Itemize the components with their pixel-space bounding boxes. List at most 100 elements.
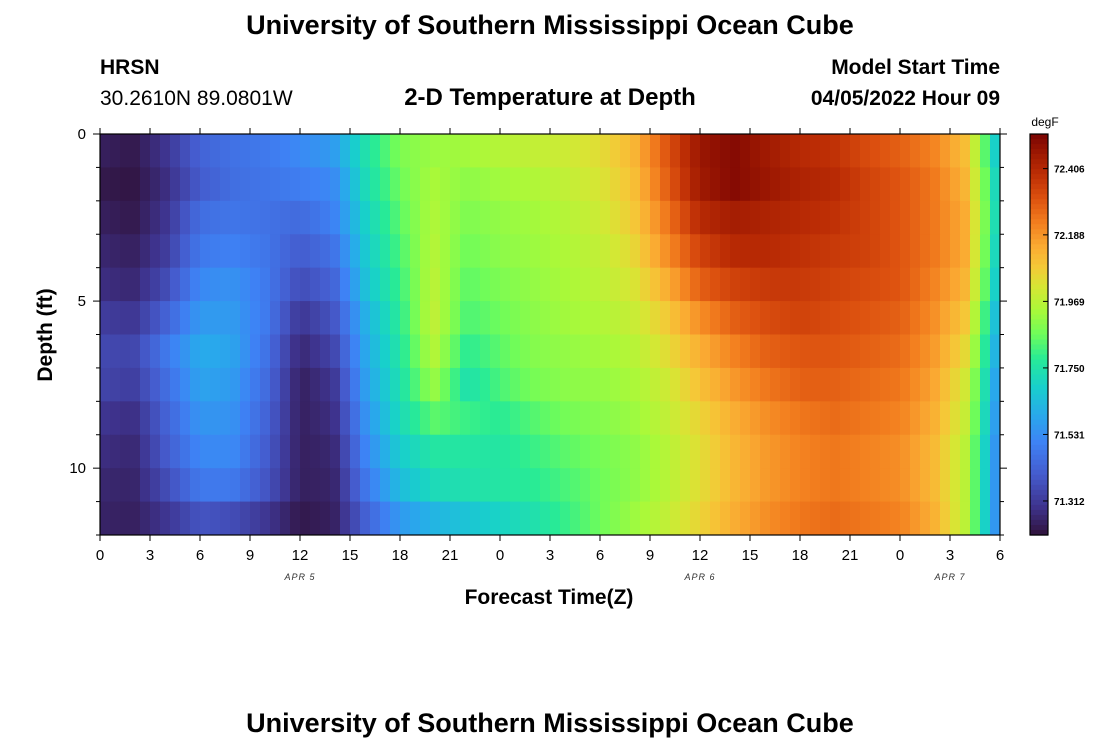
heatmap-cell [770, 501, 781, 535]
colorbar-segment [1030, 269, 1048, 275]
heatmap-cell [350, 367, 361, 402]
colorbar-segment [1030, 194, 1048, 200]
heatmap-cell [640, 134, 651, 169]
heatmap-cell [770, 167, 781, 202]
heatmap-cell [560, 401, 571, 436]
heatmap-cell [460, 367, 471, 402]
heatmap-cell [530, 301, 541, 336]
footer-title: University of Southern Mississippi Ocean… [246, 708, 854, 738]
heatmap-cell [200, 367, 211, 402]
heatmap-cell [260, 167, 271, 202]
colorbar-segment [1030, 189, 1048, 195]
heatmap-cell [360, 334, 371, 369]
heatmap-cell [720, 301, 731, 336]
heatmap-cell [170, 401, 181, 436]
heatmap-cell [360, 134, 371, 169]
heatmap-cell [430, 301, 441, 336]
heatmap-cell [270, 401, 281, 436]
heatmap-cell [820, 468, 831, 503]
heatmap-cell [570, 134, 581, 169]
heatmap-cell [960, 301, 971, 336]
x-tick-label: 21 [442, 547, 459, 564]
heatmap-cell [520, 468, 531, 503]
heatmap-cell [930, 468, 941, 503]
heatmap-cell [720, 234, 731, 269]
heatmap-cell [850, 434, 861, 469]
heatmap-cell [580, 134, 591, 169]
colorbar-segment [1030, 364, 1048, 371]
station-code: HRSN [100, 56, 160, 79]
heatmap-cell [530, 267, 541, 302]
heatmap-cell [230, 334, 241, 369]
heatmap-cell [520, 401, 531, 436]
heatmap-cell [740, 334, 751, 369]
heatmap-cell [990, 501, 1000, 535]
heatmap-cell [370, 200, 381, 235]
heatmap-cell [510, 301, 521, 336]
heatmap-cell [620, 501, 631, 535]
heatmap-cell [320, 367, 331, 402]
heatmap-cell [560, 434, 571, 469]
heatmap-cell [480, 334, 491, 369]
heatmap-cell [610, 267, 621, 302]
heatmap-cell [700, 468, 711, 503]
heatmap-cell [910, 401, 921, 436]
heatmap-cell [310, 334, 321, 369]
heatmap-cell [510, 501, 521, 535]
heatmap-cell [530, 401, 541, 436]
heatmap-cell [430, 134, 441, 169]
heatmap-cell [830, 468, 841, 503]
heatmap-cell [500, 434, 511, 469]
heatmap-cell [880, 334, 891, 369]
heatmap-cell [700, 134, 711, 169]
heatmap-cell [940, 134, 951, 169]
colorbar-segment [1030, 419, 1048, 426]
heatmap-cell [300, 267, 311, 302]
heatmap-cell [820, 200, 831, 235]
heatmap-cell [990, 401, 1000, 436]
heatmap-cell [910, 334, 921, 369]
heatmap-cell [670, 468, 681, 503]
heatmap-cell [330, 134, 341, 169]
heatmap-cell [950, 234, 961, 269]
heatmap-cell [690, 267, 701, 302]
heatmap-cell [420, 367, 431, 402]
heatmap-cell [140, 134, 151, 169]
heatmap-cell [760, 234, 771, 269]
heatmap-cell [870, 367, 881, 402]
colorbar-segment [1030, 374, 1048, 381]
heatmap-cell [290, 167, 301, 202]
heatmap-cell [660, 401, 671, 436]
heatmap-cell [600, 468, 611, 503]
heatmap-cell [410, 434, 421, 469]
heatmap-cell [370, 134, 381, 169]
heatmap-cell [980, 301, 991, 336]
heatmap-cell [670, 200, 681, 235]
heatmap-cell [890, 334, 901, 369]
heatmap-cell [710, 468, 721, 503]
heatmap-cell [320, 167, 331, 202]
heatmap-cell [170, 134, 181, 169]
heatmap-cell [970, 434, 981, 469]
heatmap-cell [130, 367, 141, 402]
colorbar-segment [1030, 284, 1048, 290]
heatmap-cell [140, 501, 151, 535]
heatmap-cell [180, 401, 191, 436]
heatmap-cell [370, 367, 381, 402]
heatmap-cell [750, 367, 761, 402]
heatmap-cell [580, 501, 591, 535]
heatmap-cell [490, 167, 501, 202]
heatmap-cell [760, 301, 771, 336]
heatmap-cell [440, 267, 451, 302]
heatmap-cell [660, 167, 671, 202]
heatmap-cell [230, 167, 241, 202]
heatmap-cell [850, 167, 861, 202]
heatmap-cell [500, 301, 511, 336]
heatmap-cell [170, 167, 181, 202]
heatmap-cell [130, 267, 141, 302]
heatmap-cell [930, 167, 941, 202]
heatmap-cell [650, 434, 661, 469]
heatmap-cell [340, 134, 351, 169]
heatmap-cell [710, 234, 721, 269]
heatmap-cell [850, 134, 861, 169]
